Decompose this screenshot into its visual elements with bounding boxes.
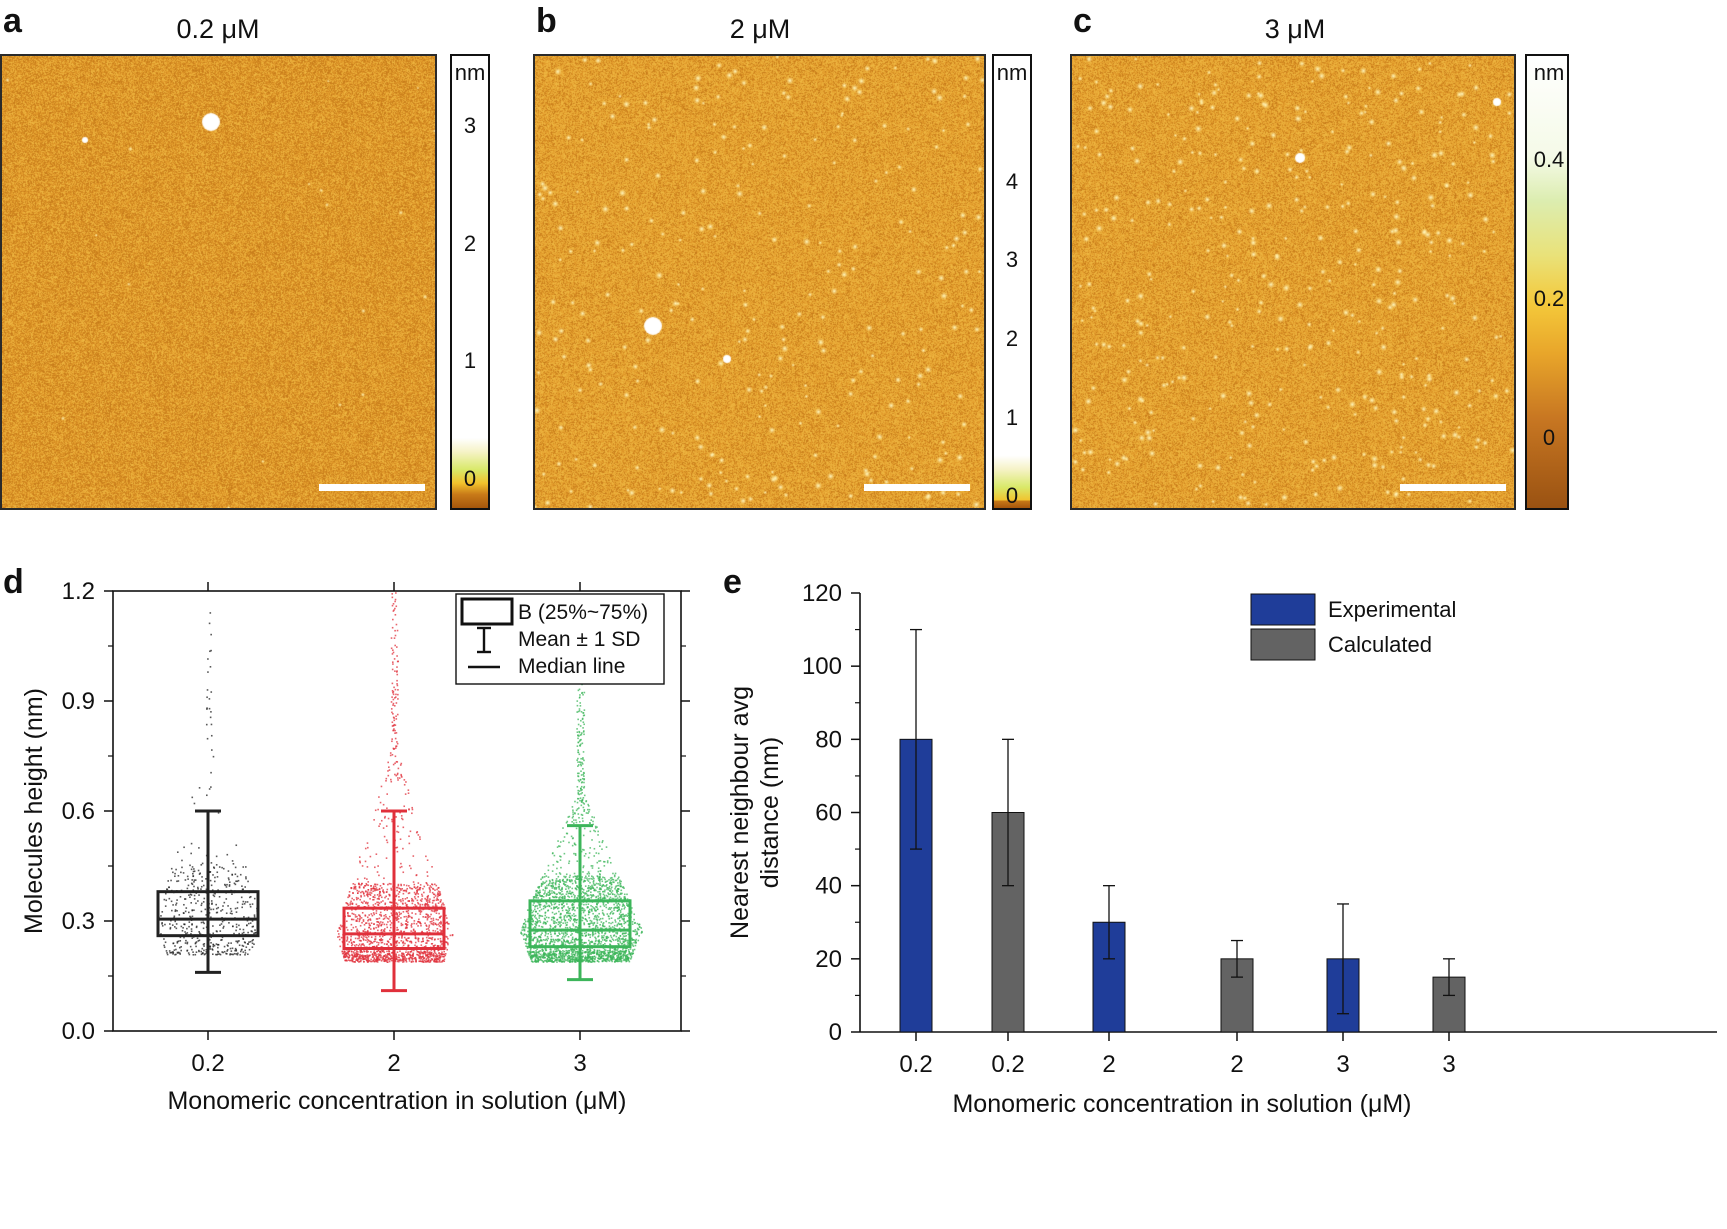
- panel-b-title: 2 μM: [729, 14, 791, 44]
- y-tick-label-e: 40: [815, 873, 842, 900]
- y-tick-label-e: 80: [815, 726, 842, 753]
- x-tick-label-d: 0.2: [191, 1050, 224, 1077]
- x-tick-label-e: 3: [1442, 1051, 1455, 1078]
- colorbar-tick: 3: [1005, 247, 1019, 273]
- legend-label-d: B (25%~75%): [518, 601, 648, 624]
- scatter-points-2: [520, 683, 643, 963]
- panel-letter-e: e: [723, 563, 742, 601]
- legend-swatch-1: [1250, 628, 1316, 661]
- iqr-box-1: [342, 906, 446, 950]
- colorbar-tick: 0: [1005, 483, 1019, 509]
- y-tick-label-d: 0.6: [62, 798, 95, 825]
- colorbar-tick: 2: [1005, 325, 1019, 351]
- colorbar-tick: 1: [1005, 404, 1019, 430]
- y-tick-label-d: 1.2: [62, 578, 95, 605]
- x-axis-label-d: Monomeric concentration in solution (μM): [167, 1087, 626, 1115]
- colorbar-b: nm 4 3 2 1 0: [992, 54, 1032, 510]
- colorbar-c: nm 0.4 0.2 0: [1525, 54, 1569, 510]
- afm-image-3uM: [1070, 54, 1516, 510]
- panel-letter-c: c: [1073, 2, 1092, 40]
- y-tick-label-e: 20: [815, 946, 842, 973]
- iqr-box-0: [156, 890, 260, 938]
- x-tick-label-e: 3: [1336, 1051, 1349, 1078]
- colorbar-tick: 4: [1005, 168, 1019, 194]
- colorbar-c-unit: nm: [1533, 60, 1565, 85]
- colorbar-b-unit: nm: [996, 60, 1028, 85]
- legend-symbol-box: [460, 597, 514, 626]
- panel-letter-b: b: [536, 2, 557, 40]
- colorbar-tick: 3: [463, 113, 477, 139]
- y-axis-label-e-line1: Nearest neighbour avg: [726, 686, 754, 939]
- afm-texture-b: [535, 56, 984, 508]
- chart-e-bar-chart: 0 20 40 60 80 100 120 0.2 0.2 2 2 3 3 Monomeric conce…: [726, 580, 1717, 1118]
- legend-swatch-0: [1250, 593, 1316, 626]
- panel-a-title: 0.2 μM: [176, 14, 260, 44]
- legend-box-d: [455, 593, 665, 685]
- scale-bar-a: [319, 484, 425, 491]
- afm-image-2uM: [533, 54, 986, 510]
- scale-bar-b: [864, 484, 970, 491]
- colorbar-tick: 2: [463, 230, 477, 256]
- y-tick-label-d: 0.3: [62, 908, 95, 935]
- legend-label-d: Median line: [518, 655, 625, 678]
- x-axis-label-e: Monomeric concentration in solution (μM): [952, 1090, 1411, 1118]
- x-tick-label-e: 0.2: [991, 1051, 1024, 1078]
- panel-letter-d: d: [3, 563, 24, 601]
- colorbar-tick: 0.4: [1533, 147, 1565, 173]
- x-tick-label-e: 2: [1230, 1051, 1243, 1078]
- colorbar-a: nm 3 2 1 0: [450, 54, 490, 510]
- panel-c-title: 3 μM: [1264, 14, 1326, 44]
- iqr-box-2: [528, 899, 632, 949]
- y-tick-label-e: 100: [802, 653, 842, 680]
- y-axis-label-e-line2: distance (nm): [756, 737, 784, 888]
- y-axis-label-d: Molecules height (nm): [20, 688, 48, 934]
- panel-letter-a: a: [3, 2, 22, 40]
- legend-label-d: Mean ± 1 SD: [518, 628, 640, 651]
- scale-bar-c: [1400, 484, 1506, 491]
- colorbar-tick: 0: [1542, 425, 1556, 451]
- legend-label-e: Calculated: [1328, 632, 1432, 657]
- colorbar-tick: 0: [463, 465, 477, 491]
- y-tick-label-d: 0.0: [62, 1018, 95, 1045]
- y-tick-label-e: 120: [802, 580, 842, 607]
- y-tick-label-d: 0.9: [62, 688, 95, 715]
- colorbar-a-unit: nm: [454, 60, 486, 85]
- legend-label-e: Experimental: [1328, 597, 1456, 622]
- y-tick-label-e: 60: [815, 800, 842, 827]
- x-tick-label-e: 2: [1102, 1051, 1115, 1078]
- x-tick-label-d: 3: [573, 1050, 586, 1077]
- colorbar-tick: 0.2: [1533, 286, 1565, 312]
- afm-image-0-2uM: [0, 54, 437, 510]
- afm-texture-a: [2, 56, 435, 508]
- colorbar-tick: 1: [463, 348, 477, 374]
- afm-texture-c: [1072, 56, 1514, 508]
- y-tick-label-e: 0: [829, 1019, 842, 1046]
- scatter-points-1: [337, 592, 454, 963]
- x-tick-label-e: 0.2: [899, 1051, 932, 1078]
- chart-d-box-plot: 0.0 0.3 0.6 0.9 1.2 0.2 2 3 Monomeric concentrat…: [20, 578, 690, 1115]
- x-tick-label-d: 2: [387, 1050, 400, 1077]
